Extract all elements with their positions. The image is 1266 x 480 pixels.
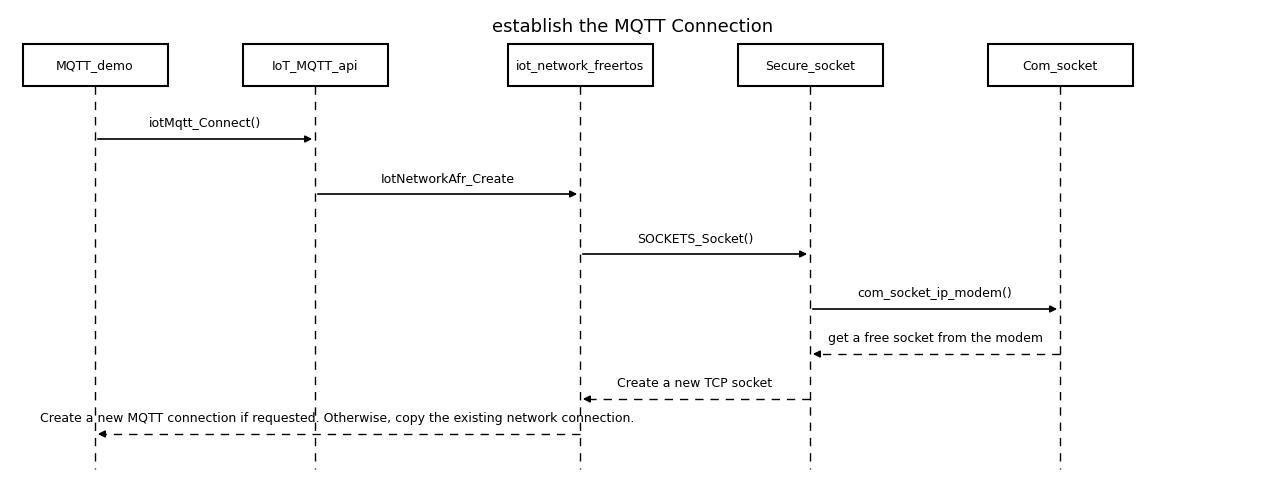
Text: com_socket_ip_modem(): com_socket_ip_modem() bbox=[857, 287, 1013, 300]
Text: Create a new TCP socket: Create a new TCP socket bbox=[618, 376, 772, 389]
Text: Com_socket: Com_socket bbox=[1023, 60, 1098, 72]
Bar bbox=[508, 45, 652, 87]
Bar bbox=[243, 45, 387, 87]
Bar bbox=[987, 45, 1133, 87]
Bar bbox=[738, 45, 882, 87]
Text: Secure_socket: Secure_socket bbox=[765, 60, 855, 72]
Text: iot_network_freertos: iot_network_freertos bbox=[515, 60, 644, 72]
Text: get a free socket from the modem: get a free socket from the modem bbox=[828, 331, 1042, 344]
Text: IotNetworkAfr_Create: IotNetworkAfr_Create bbox=[381, 172, 514, 185]
Text: Create a new MQTT connection if requested. Otherwise, copy the existing network : Create a new MQTT connection if requeste… bbox=[41, 411, 634, 424]
Bar bbox=[23, 45, 167, 87]
Text: iotMqtt_Connect(): iotMqtt_Connect() bbox=[149, 117, 261, 130]
Text: SOCKETS_Socket(): SOCKETS_Socket() bbox=[637, 231, 753, 244]
Text: MQTT_demo: MQTT_demo bbox=[56, 60, 134, 72]
Text: IoT_MQTT_api: IoT_MQTT_api bbox=[272, 60, 358, 72]
Text: establish the MQTT Connection: establish the MQTT Connection bbox=[492, 18, 774, 36]
